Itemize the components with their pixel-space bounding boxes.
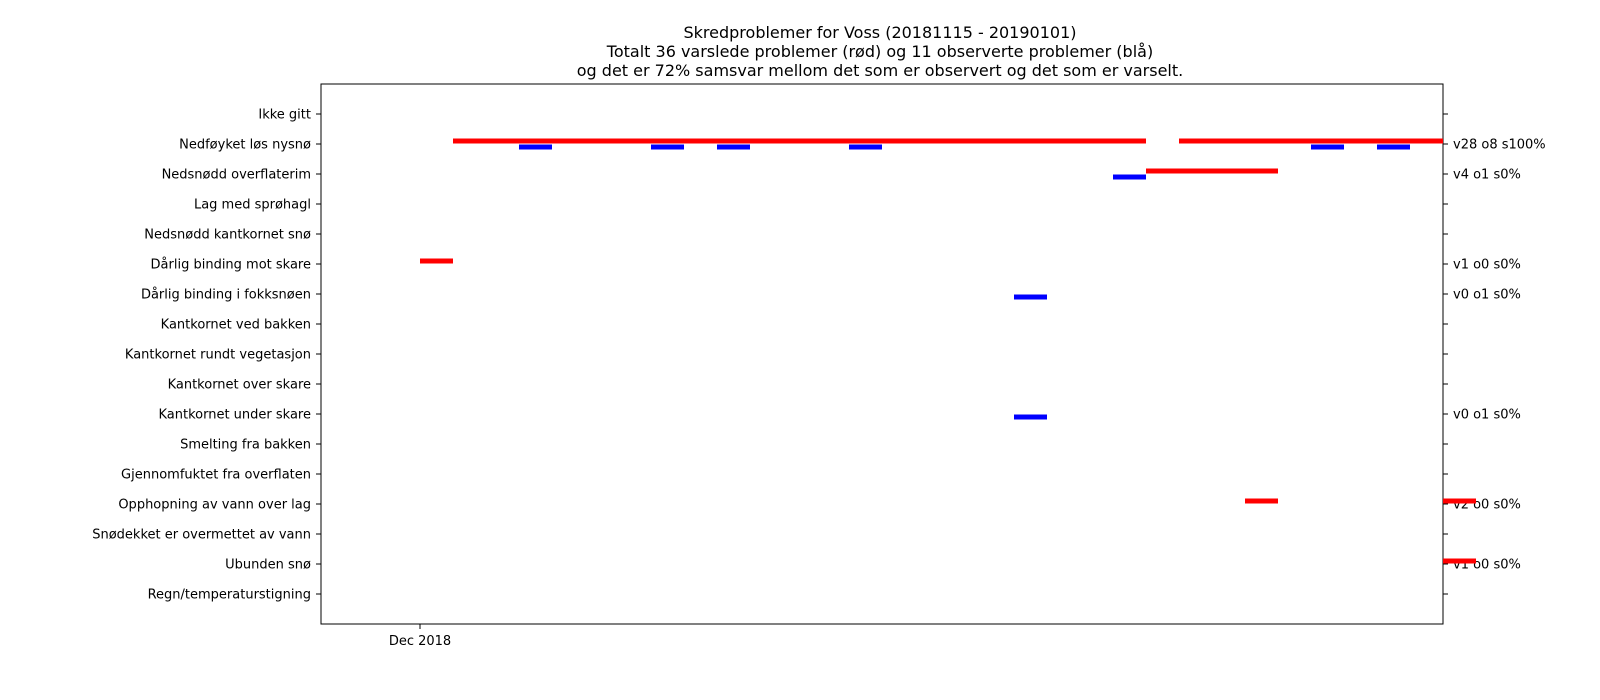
observed-bar xyxy=(1014,294,1047,300)
observed-bar xyxy=(1311,144,1344,150)
y-tick-label: Ubunden snø xyxy=(225,558,311,573)
y-tick-label: Lag med sprøhagl xyxy=(194,198,311,213)
y-tick-label: Smelting fra bakken xyxy=(180,438,311,453)
y-tick-label: Kantkornet ved bakken xyxy=(161,318,311,333)
y-tick-label: Kantkornet under skare xyxy=(158,408,311,423)
right-summary-label: v4 o1 s0% xyxy=(1453,168,1521,183)
right-summary-label: v0 o1 s0% xyxy=(1453,408,1521,423)
observed-bar xyxy=(1014,414,1047,420)
observed-bar xyxy=(651,144,684,150)
y-tick-label: Ikke gitt xyxy=(258,108,311,123)
forecast-bar xyxy=(1443,498,1476,504)
forecast-bar xyxy=(420,258,453,264)
y-tick-label: Opphopning av vann over lag xyxy=(118,498,311,513)
right-summary-label: v1 o0 s0% xyxy=(1453,258,1521,273)
forecast-bar xyxy=(453,138,1146,144)
y-tick-label: Gjennomfuktet fra overflaten xyxy=(121,468,311,483)
y-tick-label: Regn/temperaturstigning xyxy=(148,588,311,603)
observed-bar xyxy=(717,144,750,150)
right-summary-label: v28 o8 s100% xyxy=(1453,138,1546,153)
observed-bar xyxy=(1377,144,1410,150)
y-tick-label: Dårlig binding i fokksnøen xyxy=(141,288,311,303)
chart-title-line-3: og det er 72% samsvar mellom det som er … xyxy=(577,61,1183,80)
axis-ticks: Ikke gitt Nedføyket løs nysnø v28 o8 s100%… xyxy=(92,108,1545,650)
y-tick-label: Dårlig binding mot skare xyxy=(151,258,311,273)
y-tick-label: Kantkornet rundt vegetasjon xyxy=(125,348,311,363)
y-tick-label: Nedføyket løs nysnø xyxy=(179,138,311,153)
plot-frame xyxy=(320,83,1444,625)
right-summary-label: v0 o1 s0% xyxy=(1453,288,1521,303)
forecast-bar xyxy=(1146,168,1278,174)
observed-bar xyxy=(1113,174,1146,180)
chart-title-line-1: Skredproblemer for Voss (20181115 - 2019… xyxy=(684,23,1077,42)
x-tick-label: Dec 2018 xyxy=(389,634,451,649)
forecast-bar xyxy=(1179,138,1443,144)
chart-title-line-2: Totalt 36 varslede problemer (rød) og 11… xyxy=(606,42,1153,61)
y-tick-label: Kantkornet over skare xyxy=(168,378,311,393)
problem-bars xyxy=(420,138,1476,564)
forecast-bar xyxy=(1443,558,1476,564)
observed-bar xyxy=(849,144,882,150)
y-tick-label: Nedsnødd overflaterim xyxy=(162,168,311,183)
y-tick-label: Nedsnødd kantkornet snø xyxy=(144,228,311,243)
y-tick-label: Snødekket er overmettet av vann xyxy=(92,528,311,543)
observed-bar xyxy=(519,144,552,150)
forecast-bar xyxy=(1245,498,1278,504)
